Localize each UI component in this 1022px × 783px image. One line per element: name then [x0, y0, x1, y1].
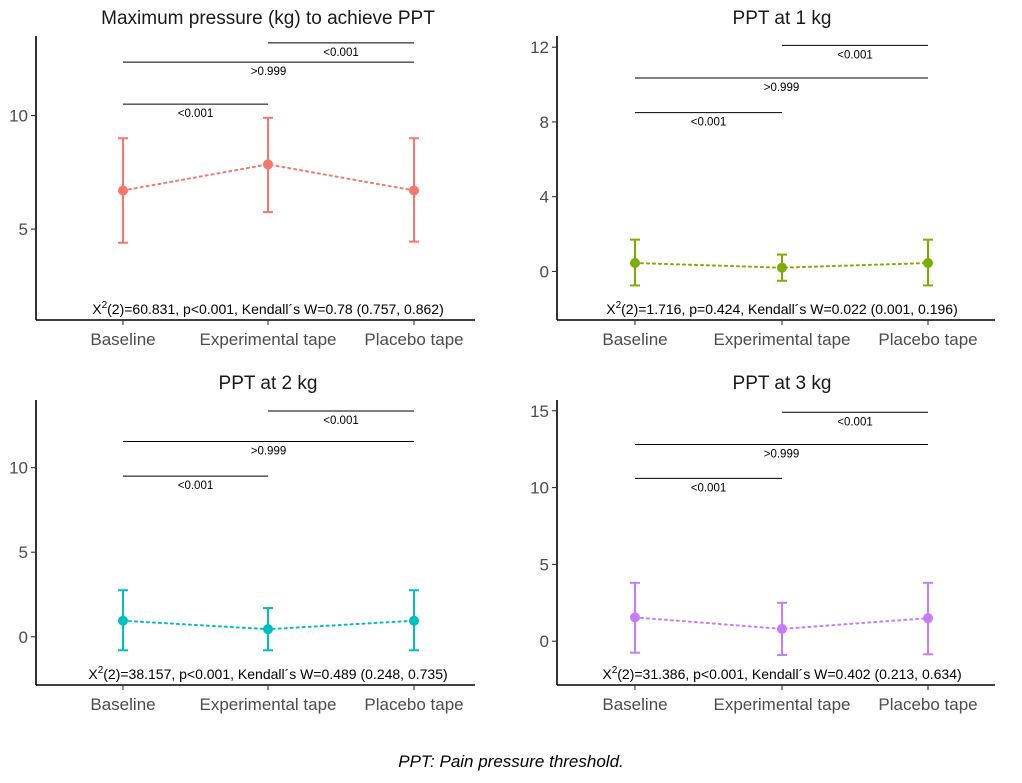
x-tick-label: Baseline	[602, 330, 667, 349]
y-tick-label: 8	[540, 113, 549, 132]
y-tick-label: 0	[540, 262, 549, 281]
stat-chi: X	[92, 301, 102, 317]
panel-1: Maximum pressure (kg) to achieve PPT 5 10 B…	[9, 8, 475, 349]
x-tick-label: Baseline	[90, 330, 155, 349]
stat-chi: X	[88, 666, 98, 682]
x-tick-label: Placebo tape	[878, 695, 977, 714]
y-tick-label: 5	[540, 555, 549, 574]
comparison-p-value: <0.001	[178, 480, 214, 492]
y-tick-label: 0	[19, 628, 28, 647]
comparison-p-value: >0.999	[764, 449, 800, 461]
x-tick-label: Experimental tape	[713, 695, 850, 714]
mean-point	[923, 258, 933, 269]
comparison-p-value: <0.001	[178, 108, 214, 120]
mean-point	[409, 615, 419, 626]
stat-chi: X	[602, 666, 612, 682]
mean-point	[923, 613, 933, 624]
mean-point	[118, 615, 128, 626]
comparison-p-value: <0.001	[837, 49, 873, 61]
y-tick-label: 4	[540, 188, 549, 207]
comparison-p-value: <0.001	[837, 416, 873, 428]
panel-title: PPT at 1 kg	[733, 8, 832, 29]
comparison-p-value: <0.001	[691, 117, 727, 129]
stat-text: (2)=1.716, p=0.424, Kendall´s W=0.022 (0…	[621, 301, 958, 317]
mean-point	[409, 185, 419, 196]
y-tick-label: 10	[9, 107, 28, 126]
comparison-p-value: >0.999	[764, 82, 800, 94]
panel-2: PPT at 1 kg 0 4 8 12 Baseline Experimental tap…	[530, 8, 995, 349]
stat-annotation: X2(2)=1.716, p=0.424, Kendall´s W=0.022 …	[606, 300, 958, 317]
mean-point	[777, 623, 787, 634]
stat-text: (2)=38.157, p<0.001, Kendall´s W=0.489 (…	[103, 666, 447, 682]
x-tick-label: Experimental tape	[199, 330, 336, 349]
x-tick-label: Placebo tape	[364, 695, 463, 714]
stat-superscript: 2	[612, 665, 618, 676]
comparison-p-value: >0.999	[251, 66, 287, 78]
comparison-p-value: >0.999	[251, 445, 287, 457]
x-tick-label: Baseline	[602, 695, 667, 714]
stat-annotation: X2(2)=31.386, p<0.001, Kendall´s W=0.402…	[602, 665, 961, 682]
y-tick-label: 10	[9, 459, 28, 478]
series-line	[122, 163, 415, 192]
series-line	[634, 262, 929, 269]
stat-superscript: 2	[102, 300, 108, 311]
panel-3: PPT at 2 kg 0 5 10 Baseline Experimental tape…	[9, 373, 475, 714]
y-tick-label: 5	[19, 543, 28, 562]
panel-title: PPT at 3 kg	[733, 373, 832, 394]
stat-superscript: 2	[98, 665, 104, 676]
mean-point	[630, 612, 640, 623]
comparison-p-value: <0.001	[691, 482, 727, 494]
series-line	[634, 616, 929, 630]
figure-caption: PPT: Pain pressure threshold.	[398, 752, 624, 771]
x-tick-label: Baseline	[90, 695, 155, 714]
stat-superscript: 2	[616, 300, 622, 311]
comparison-p-value: <0.001	[323, 415, 359, 427]
y-tick-label: 15	[530, 402, 549, 421]
panel-4: PPT at 3 kg 0 5 10 15 Baseline Experimental ta…	[530, 373, 995, 714]
comparison-p-value: <0.001	[323, 47, 359, 59]
panel-title: Maximum pressure (kg) to achieve PPT	[101, 8, 435, 29]
stat-text: (2)=31.386, p<0.001, Kendall´s W=0.402 (…	[617, 666, 961, 682]
stat-text: (2)=60.831, p<0.001, Kendall´s W=0.78 (0…	[107, 301, 444, 317]
mean-point	[118, 185, 128, 196]
y-tick-label: 5	[19, 220, 28, 239]
mean-point	[777, 262, 787, 273]
x-tick-label: Placebo tape	[364, 330, 463, 349]
y-tick-label: 10	[530, 479, 549, 498]
x-tick-label: Experimental tape	[713, 330, 850, 349]
stat-annotation: X2(2)=38.157, p<0.001, Kendall´s W=0.489…	[88, 665, 447, 682]
x-tick-label: Experimental tape	[199, 695, 336, 714]
mean-point	[263, 624, 273, 635]
y-tick-label: 0	[540, 632, 549, 651]
mean-point	[263, 159, 273, 170]
panel-title: PPT at 2 kg	[219, 373, 318, 394]
y-tick-label: 12	[530, 38, 549, 57]
stat-annotation: X2(2)=60.831, p<0.001, Kendall´s W=0.78 …	[92, 300, 444, 317]
x-tick-label: Placebo tape	[878, 330, 977, 349]
stat-chi: X	[606, 301, 616, 317]
mean-point	[630, 258, 640, 269]
